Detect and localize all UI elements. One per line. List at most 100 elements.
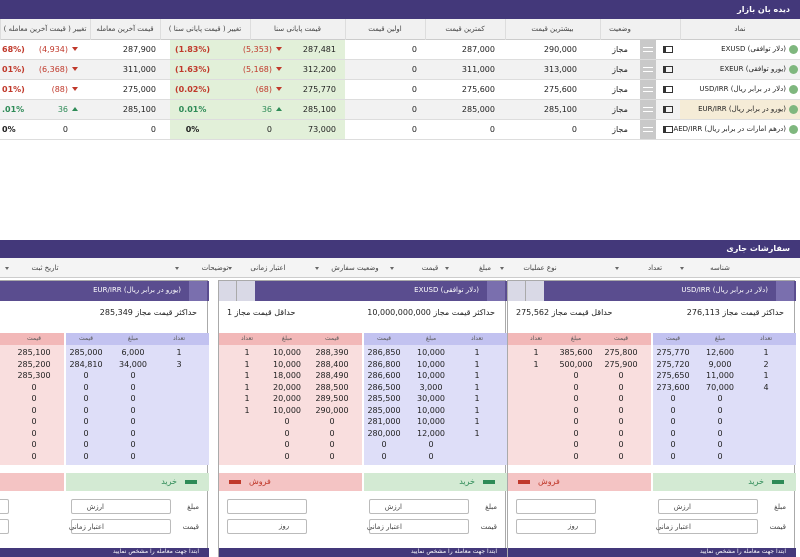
trend-arrow	[72, 47, 78, 51]
sell-order-cell: 10,000	[273, 359, 301, 369]
last-price: 311,000	[122, 65, 156, 74]
close-cell-bg	[170, 120, 345, 139]
form-label: مبلغ	[485, 503, 497, 511]
form-label: ارزش	[86, 503, 104, 511]
buy-order-cell: 12,600	[706, 348, 734, 357]
max-price: 313,000	[543, 65, 577, 74]
status: مجاز	[612, 65, 628, 74]
sell-order-cell: 0	[618, 417, 624, 426]
filter-dropdown[interactable]	[615, 267, 619, 270]
swap-icon	[643, 87, 653, 92]
sell-button[interactable]	[219, 473, 362, 491]
form-label: قیمت	[182, 523, 199, 531]
action-box	[640, 80, 656, 99]
sell-order-cell: 0	[573, 394, 579, 403]
close-button[interactable]	[219, 281, 237, 301]
buy-order-cell: 0	[381, 451, 387, 461]
sell-order-cell: 275,800	[604, 348, 638, 357]
filter-dropdown[interactable]	[390, 267, 394, 270]
filter-dropdown[interactable]	[228, 267, 232, 270]
buy-order-cell: 0	[717, 417, 723, 426]
filter-label: قیمت	[421, 264, 439, 272]
close-change-pct: 0.01%	[178, 105, 207, 114]
buy-order-cell: 0	[670, 451, 676, 461]
buy-book	[364, 345, 507, 465]
buy-button[interactable]	[364, 473, 507, 491]
form-input[interactable]	[227, 499, 307, 514]
symbol: USD/IRR (دلار در برابر ریال)	[699, 85, 786, 93]
collapse-button[interactable]	[526, 281, 544, 301]
buy-icon	[483, 480, 495, 484]
swap-button[interactable]	[189, 281, 207, 301]
collapse-button[interactable]	[237, 281, 255, 301]
filter-label: شناسه	[710, 264, 730, 272]
sell-order-cell: 289,500	[315, 394, 349, 403]
sell-order-cell: 0	[573, 382, 579, 392]
form-input[interactable]	[71, 499, 171, 514]
buy-button[interactable]	[653, 473, 796, 491]
filter-dropdown[interactable]	[5, 267, 9, 270]
close-price: 312,200	[302, 65, 336, 74]
form-input[interactable]	[71, 519, 171, 534]
min-price: 285,000	[461, 105, 495, 114]
close-change: 36	[261, 105, 272, 114]
panel-header	[508, 281, 796, 301]
action-box	[640, 40, 656, 59]
sell-order-cell: 10,000	[273, 348, 301, 357]
form-input[interactable]	[369, 519, 469, 534]
form-input[interactable]	[516, 519, 596, 534]
buy-label: خرید	[161, 477, 177, 486]
note-bar	[508, 548, 796, 557]
form-input[interactable]	[658, 519, 758, 534]
form-label: مبلغ	[187, 503, 199, 511]
form-input[interactable]	[0, 499, 9, 514]
buy-label: خرید	[459, 477, 475, 486]
column-header: نماد	[734, 25, 746, 33]
buy-order-cell: 1	[763, 371, 769, 380]
buy-order-cell: 10,000	[417, 359, 445, 369]
swap-icon	[643, 47, 653, 52]
buy-order-cell: 0	[83, 428, 89, 438]
filter-label: تاریخ ثبت	[31, 264, 59, 272]
sell-order-cell: 1	[244, 359, 250, 369]
buy-order-cell: 0	[130, 428, 136, 438]
filter-dropdown[interactable]	[500, 267, 504, 270]
buy-order-cell: 0	[428, 451, 434, 461]
buy-button[interactable]	[66, 473, 209, 491]
section-title: دیده بان بازار	[737, 5, 790, 14]
column-header: تغییر ( قیمت آخرین معامله )	[3, 25, 87, 33]
sell-button[interactable]	[0, 473, 64, 491]
close-button[interactable]	[508, 281, 526, 301]
form-input[interactable]	[516, 499, 596, 514]
status: مجاز	[612, 105, 628, 114]
buy-order-cell: 10,000	[417, 371, 445, 380]
sell-order-cell: 0	[284, 440, 290, 449]
form-input[interactable]	[369, 499, 469, 514]
form-input[interactable]	[658, 499, 758, 514]
sell-order-cell: 0	[573, 417, 579, 426]
buy-order-cell: 285,500	[367, 394, 401, 403]
form-input[interactable]	[227, 519, 307, 534]
note-bar	[0, 548, 209, 557]
sell-order-cell: 0	[31, 382, 37, 392]
buy-order-cell: 0	[717, 394, 723, 403]
form-input[interactable]	[0, 519, 9, 534]
sell-button[interactable]	[508, 473, 651, 491]
swap-button[interactable]	[776, 281, 794, 301]
close-price: 285,100	[302, 105, 336, 114]
close-price: 73,000	[308, 125, 336, 134]
buy-order-cell: 3,000	[419, 382, 443, 392]
filter-dropdown[interactable]	[315, 267, 319, 270]
filter-dropdown[interactable]	[680, 267, 684, 270]
filter-dropdown[interactable]	[445, 267, 449, 270]
note: ابتدا جهت معامله را مشخص نمایید	[112, 548, 199, 555]
swap-button[interactable]	[487, 281, 505, 301]
buy-order-cell: 0	[670, 440, 676, 449]
last-change-pct: 01%)	[2, 65, 25, 74]
buy-header	[364, 333, 507, 345]
form-label: قیمت	[769, 523, 786, 531]
sell-order-cell: 1	[244, 382, 250, 392]
min-price: 0	[489, 125, 495, 134]
buy-order-cell: 10,000	[417, 405, 445, 415]
filter-dropdown[interactable]	[175, 267, 179, 270]
